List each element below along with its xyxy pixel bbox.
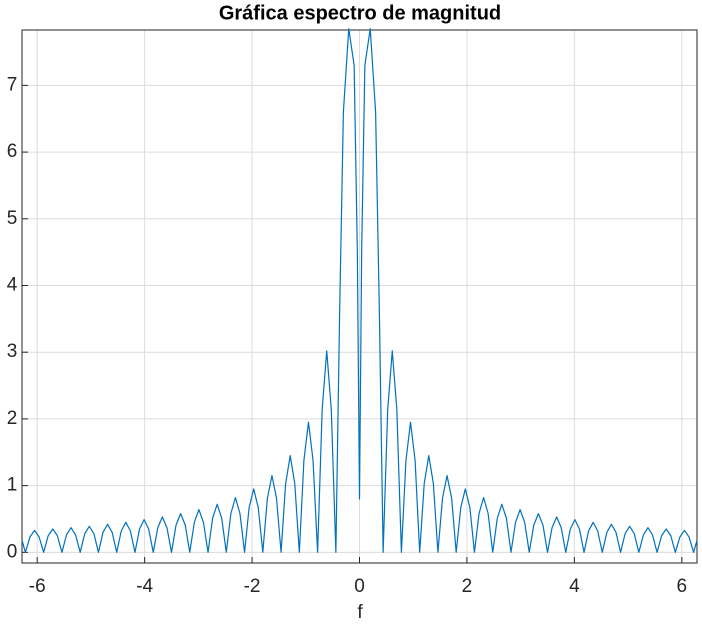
x-tick-label: -2 (244, 576, 261, 597)
x-tick-label: -6 (29, 576, 46, 597)
plot-frame (21, 29, 698, 564)
x-tick-label: 6 (676, 576, 687, 597)
x-tick-label: 2 (462, 576, 473, 597)
y-tick-label: 1 (7, 475, 18, 496)
y-tick-label: 3 (7, 341, 18, 362)
x-tick-label: -4 (136, 576, 153, 597)
y-tick-label: 7 (7, 74, 18, 95)
spectrum-line (21, 28, 698, 553)
y-tick-label: 2 (7, 408, 18, 429)
chart-title: Gráfica espectro de magnitud (219, 2, 501, 24)
x-tick-label: 0 (354, 576, 365, 597)
y-tick-label: 4 (7, 275, 18, 296)
x-tick-label: 4 (569, 576, 580, 597)
y-tick-label: 6 (7, 141, 18, 162)
y-tick-label: 5 (7, 208, 18, 229)
y-tick-label: 0 (7, 541, 18, 562)
x-axis-label: f (357, 602, 363, 623)
